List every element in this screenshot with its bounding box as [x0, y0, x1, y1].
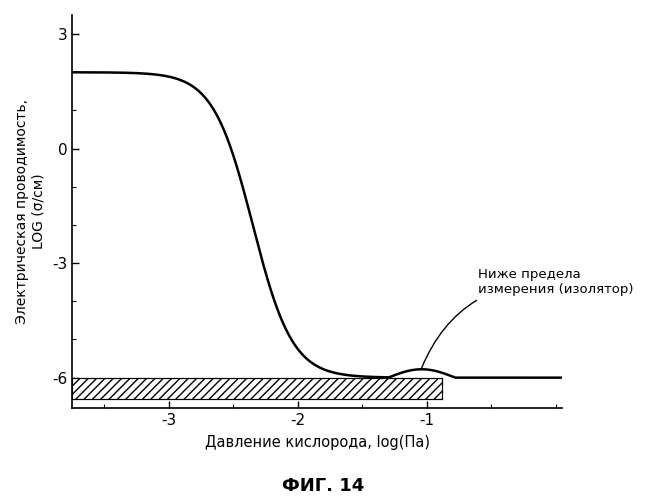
X-axis label: Давление кислорода, log(Па): Давление кислорода, log(Па) [204, 435, 430, 450]
Bar [72, 378, 443, 398]
Text: Ниже предела
измерения (изолятор): Ниже предела измерения (изолятор) [421, 268, 634, 368]
Y-axis label: Электрическая проводимость,
LOG (σ/см): Электрическая проводимость, LOG (σ/см) [15, 99, 45, 324]
Text: ФИГ. 14: ФИГ. 14 [282, 477, 365, 495]
